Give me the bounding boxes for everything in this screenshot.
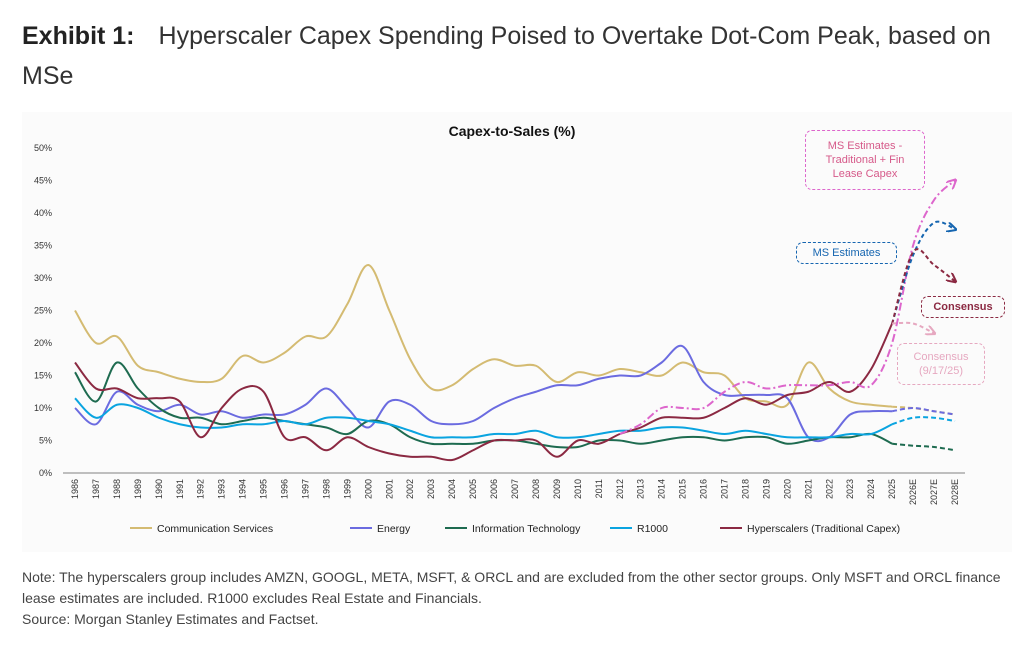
annotation-box-3: Consensus (9/17/25) <box>897 343 985 385</box>
legend-label: Communication Services <box>157 523 273 535</box>
annotation-line-2 <box>891 248 955 324</box>
y-tick-label: 40% <box>34 208 52 218</box>
y-tick-label: 15% <box>34 371 52 381</box>
annotation-line-3 <box>892 321 934 333</box>
x-tick-label: 2003 <box>426 479 436 499</box>
legend-label: R1000 <box>637 523 668 535</box>
x-tick-label: 1997 <box>300 479 310 499</box>
series-line-4 <box>74 323 894 462</box>
x-tick-label: 2001 <box>384 479 394 499</box>
chart-title: Capex-to-Sales (%) <box>449 123 576 139</box>
y-tick-label: 45% <box>34 176 52 186</box>
x-tick-label: 1995 <box>259 479 269 499</box>
x-tick-label: 2008 <box>531 479 541 499</box>
y-tick-label: 25% <box>34 306 52 316</box>
footnote: Note: The hyperscalers group includes AM… <box>22 567 1012 630</box>
x-tick-label: 2000 <box>363 479 373 499</box>
y-tick-label: 10% <box>34 403 52 413</box>
x-tick-label: 2002 <box>405 479 415 499</box>
x-tick-label: 2013 <box>636 479 646 499</box>
x-tick-label: 1992 <box>196 479 206 499</box>
x-tick-label: 1989 <box>133 479 143 499</box>
x-tick-label: 2022 <box>824 479 834 499</box>
x-tick-label: 2012 <box>615 479 625 499</box>
annotation-box-1: MS Estimates <box>796 242 897 264</box>
x-tick-label: 2015 <box>678 479 688 499</box>
series-line-0 <box>74 264 893 409</box>
series-forecast-1 <box>891 406 956 416</box>
x-tick-label: 2005 <box>468 479 478 499</box>
x-tick-label: 2023 <box>845 479 855 499</box>
exhibit-title: Exhibit 1: Hyperscaler Capex Spending Poi… <box>22 16 1012 96</box>
exhibit-heading: Hyperscaler Capex Spending Poised to Ove… <box>22 22 991 90</box>
exhibit-number: Exhibit 1: <box>22 22 135 50</box>
x-tick-label: 2006 <box>489 479 499 499</box>
legend-label: Information Technology <box>472 523 581 535</box>
x-tick-label: 2024 <box>866 479 876 499</box>
x-tick-label: 2014 <box>657 479 667 499</box>
x-tick-label: 1990 <box>154 479 164 499</box>
y-tick-label: 50% <box>34 143 52 153</box>
series-forecast-3 <box>891 416 956 426</box>
x-tick-label: 1998 <box>321 479 331 499</box>
x-tick-label: 2018 <box>740 479 750 499</box>
legend-label: Hyperscalers (Traditional Capex) <box>747 523 900 535</box>
x-tick-label: 2028E <box>950 479 960 505</box>
x-tick-label: 2016 <box>699 479 709 499</box>
y-tick-label: 20% <box>34 338 52 348</box>
y-tick-label: 30% <box>34 273 52 283</box>
x-tick-label: 1999 <box>342 479 352 499</box>
x-tick-label: 1996 <box>280 479 290 499</box>
x-tick-label: 1986 <box>70 479 80 499</box>
x-tick-label: 1994 <box>238 479 248 499</box>
x-tick-label: 2021 <box>803 479 813 499</box>
x-tick-label: 2025 <box>887 479 897 499</box>
x-tick-label: 1988 <box>112 479 122 499</box>
y-tick-label: 35% <box>34 241 52 251</box>
x-tick-label: 2007 <box>510 479 520 499</box>
x-tick-label: 2027E <box>929 479 939 505</box>
note-text: Note: The hyperscalers group includes AM… <box>22 569 1001 606</box>
series-forecast-2 <box>892 442 956 452</box>
series-line-2 <box>74 361 893 449</box>
annotation-line-1 <box>891 220 955 324</box>
x-tick-label: 2017 <box>720 479 730 499</box>
x-tick-label: 2026E <box>908 479 918 505</box>
annotation-line-0 <box>619 181 955 435</box>
chart: Capex-to-Sales (%) 0% 5% 10% 15% 20% 25% 30% 35… <box>34 123 965 535</box>
y-tick-label: 5% <box>39 436 52 446</box>
y-tick-label: 0% <box>39 468 52 478</box>
annotation-box-0: MS Estimates - Traditional + Fin Lease C… <box>805 130 925 190</box>
legend-label: Energy <box>377 523 411 535</box>
x-tick-label: 2010 <box>573 479 583 499</box>
source-text: Source: Morgan Stanley Estimates and Fac… <box>22 611 319 627</box>
series-line-1 <box>74 344 893 443</box>
x-tick-label: 2009 <box>552 479 562 499</box>
x-tick-label: 2011 <box>594 479 604 498</box>
series-forecast-0 <box>892 405 956 416</box>
x-tick-label: 1991 <box>175 479 185 499</box>
x-tick-label: 2004 <box>447 479 457 499</box>
chart-panel <box>22 112 1012 552</box>
annotation-box-2: Consensus <box>921 296 1005 318</box>
x-tick-label: 1993 <box>217 479 227 499</box>
x-tick-label: 1987 <box>91 479 101 499</box>
x-tick-label: 2020 <box>782 479 792 499</box>
x-tick-label: 2019 <box>761 479 771 499</box>
